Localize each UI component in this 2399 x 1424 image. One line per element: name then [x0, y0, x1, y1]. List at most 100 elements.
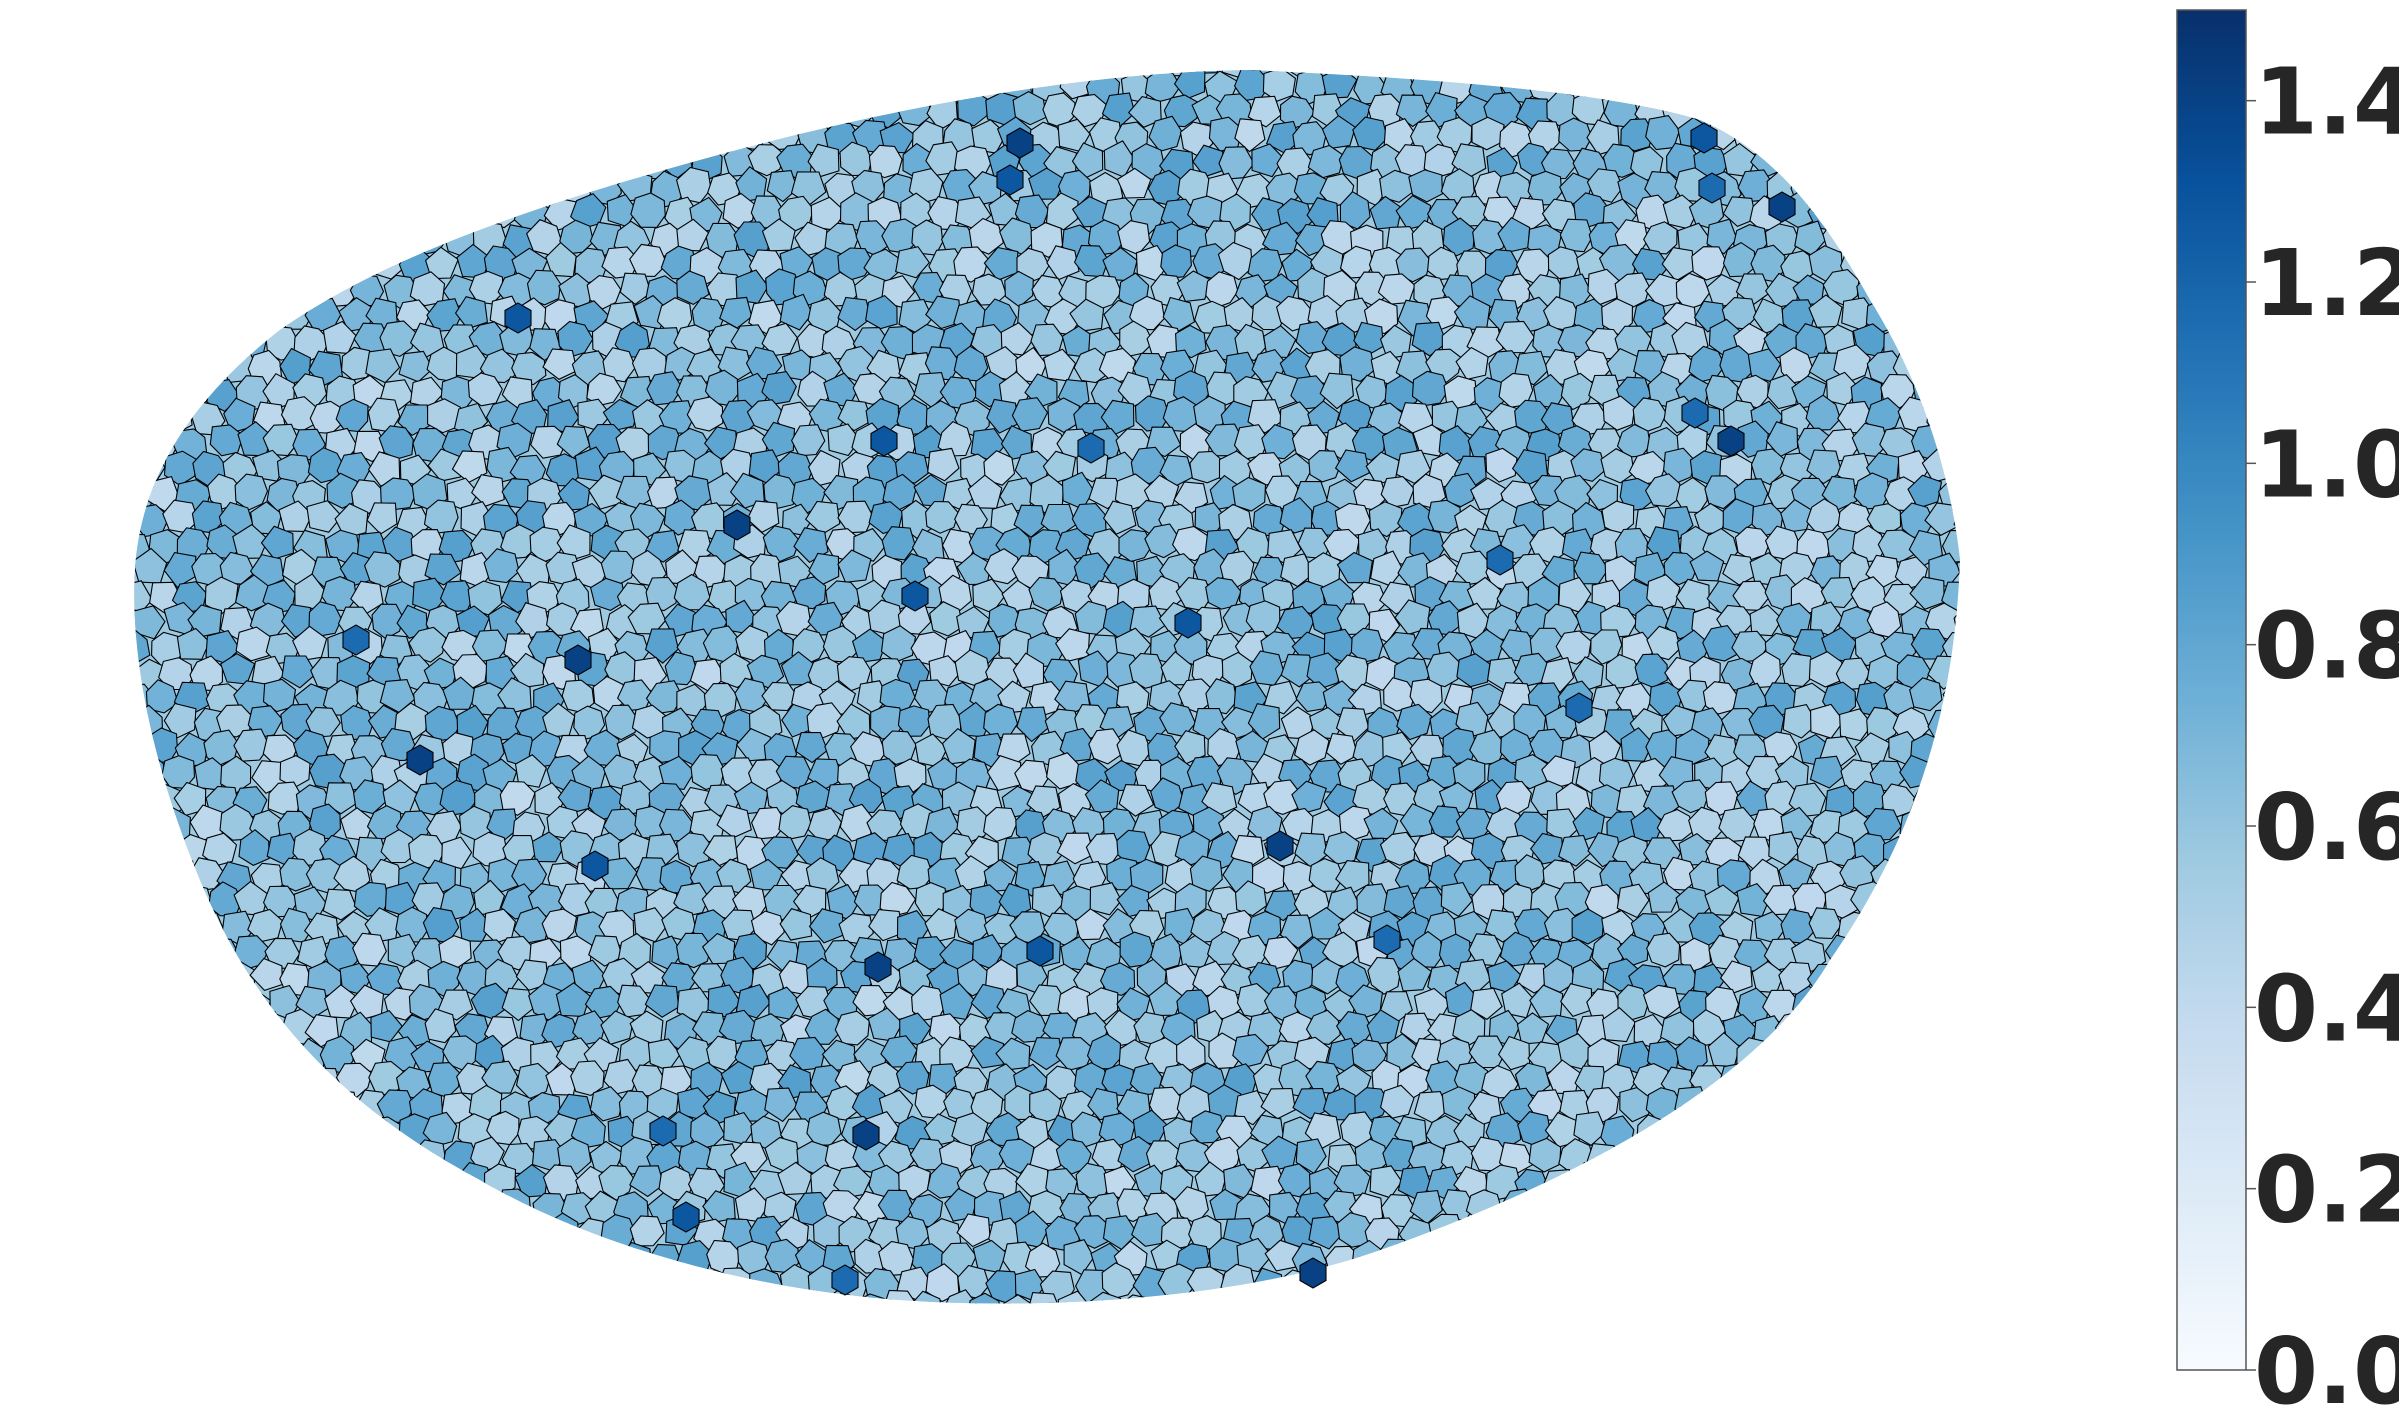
voronoi-cell [338, 70, 377, 76]
voronoi-cell [1880, 1141, 1921, 1174]
voronoi-cell [253, 243, 287, 281]
voronoi-cell [1809, 755, 1846, 789]
voronoi-cell [1792, 1191, 1826, 1229]
voronoi-cell [1869, 909, 1904, 945]
voronoi-cell [191, 70, 224, 76]
voronoi-cell [1953, 963, 1961, 997]
voronoi-cell [1834, 1269, 1871, 1303]
voronoi-cell [367, 451, 401, 487]
voronoi-cell [1599, 1166, 1634, 1200]
voronoi-cell [1572, 1162, 1606, 1199]
voronoi-cell [157, 246, 195, 282]
voronoi-cell [134, 297, 165, 334]
voronoi-cell [972, 578, 1006, 614]
voronoi-cell [1825, 1188, 1863, 1222]
voronoi-cell [675, 122, 710, 159]
voronoi-cell [305, 1067, 343, 1101]
voronoi-cell [601, 141, 634, 180]
voronoi-cell [134, 1238, 151, 1273]
voronoi-cell [134, 1088, 154, 1123]
voronoi-cell [1764, 780, 1798, 816]
voronoi-cell [1621, 1192, 1654, 1227]
voronoi-cell [1408, 169, 1443, 203]
voronoi-cell [158, 1114, 197, 1147]
voronoi-cell [134, 958, 166, 994]
voronoi-cell [1649, 1293, 1682, 1304]
voronoi-cell [296, 1189, 333, 1222]
voronoi-cell [1878, 1292, 1917, 1304]
voronoi-cell [158, 1265, 195, 1300]
voronoi-cell [500, 169, 536, 203]
voronoi-cell [1529, 1189, 1565, 1222]
voronoi-cell [1863, 146, 1898, 180]
voronoi-cell [209, 222, 246, 258]
voronoi-cell [1839, 708, 1873, 742]
voronoi-cell [189, 198, 224, 230]
voronoi-cell [1733, 1086, 1771, 1125]
voronoi-cell [556, 117, 597, 151]
voronoi-cell [1323, 628, 1358, 663]
voronoi-cell [134, 374, 152, 409]
voronoi-cell [275, 247, 314, 285]
voronoi-cell [751, 94, 786, 126]
voronoi-cell [1176, 270, 1212, 302]
voronoi-cell [384, 225, 417, 258]
voronoi-cell [690, 753, 725, 791]
voronoi-cell [205, 1142, 240, 1177]
voronoi-cell [134, 401, 164, 437]
voronoi-cell [206, 325, 241, 360]
voronoi-cell [1708, 1091, 1743, 1125]
voronoi-cell [1943, 1089, 1961, 1125]
voronoi-cell [615, 70, 654, 105]
voronoi-cell [1247, 703, 1281, 740]
voronoi-cell [1601, 500, 1635, 536]
voronoi-cell [1779, 1063, 1817, 1101]
voronoi-cell [1911, 166, 1944, 203]
voronoi-cell [1864, 1061, 1900, 1096]
voronoi-cell [763, 1290, 797, 1304]
voronoi-cell [134, 1064, 136, 1099]
voronoi-cell [1660, 1165, 1696, 1203]
voronoi-cell [986, 755, 1022, 792]
voronoi-cell [220, 192, 257, 228]
voronoi-cell [1952, 1165, 1961, 1201]
voronoi-cell [161, 858, 195, 894]
voronoi-cell [1664, 1214, 1699, 1248]
voronoi-cell [1958, 1112, 1961, 1150]
voronoi-cell [134, 96, 140, 130]
voronoi-cell [574, 446, 609, 482]
voronoi-cell [296, 1086, 333, 1124]
voronoi-cell [264, 1087, 301, 1123]
voronoi-cell [480, 144, 519, 180]
voronoi-cell [571, 89, 605, 127]
voronoi-cell [693, 1270, 725, 1303]
voronoi-cell [501, 71, 535, 106]
voronoi-cell [157, 1163, 193, 1196]
voronoi-cell [174, 1089, 212, 1125]
voronoi-cell [1517, 1214, 1552, 1251]
voronoi-cell [1955, 345, 1961, 378]
voronoi-cell [1868, 195, 1901, 230]
voronoi-cell [1926, 810, 1961, 843]
voronoi-cell [1160, 70, 1197, 77]
voronoi-cell [194, 1116, 230, 1151]
voronoi-cell [275, 1064, 312, 1103]
voronoi-cell [145, 168, 181, 204]
voronoi-cell [161, 70, 199, 77]
voronoi-cell [1940, 70, 1961, 102]
voronoi-cell [780, 651, 816, 686]
voronoi-cell [676, 270, 710, 306]
voronoi-cell [1796, 1288, 1830, 1304]
voronoi-cell [218, 1063, 254, 1100]
voronoi-cell [1882, 986, 1916, 1021]
voronoi-cell [1455, 346, 1489, 381]
voronoi-cell [1497, 1289, 1535, 1304]
voronoi-cell [1076, 70, 1112, 76]
voronoi-cell [1562, 1241, 1595, 1277]
voronoi-cell [1925, 1165, 1961, 1200]
voronoi-cell [1952, 1268, 1961, 1300]
voronoi-cell [1927, 756, 1961, 791]
voronoi-cell [1677, 1293, 1710, 1304]
voronoi-cell [1661, 246, 1695, 282]
voronoi-cell [249, 1161, 282, 1197]
